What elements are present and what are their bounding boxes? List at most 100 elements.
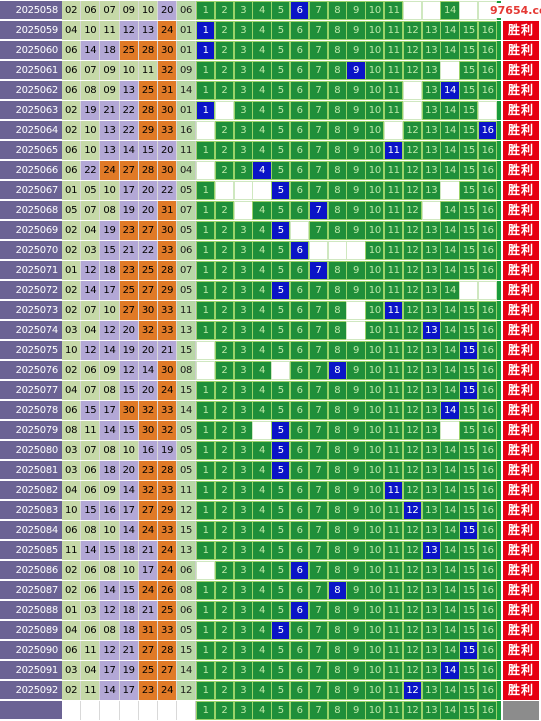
table-row[interactable]: 2025059 04 10 11 12 13 24 01 1 2 3 4 5 6 7 8 9 10 11 12 13 14… (0, 21, 541, 41)
drawn-number: 33 (158, 321, 178, 340)
table-row[interactable]: 2025087 02 06 14 15 24 26 08 1 2 3 4 5 6 7 8 9 10 11 12 13 14… (0, 581, 541, 601)
coverage-cell: 1 (196, 501, 216, 520)
coverage-cell: 15 (459, 21, 479, 40)
table-row[interactable]: 2025076 02 06 09 12 14 30 08 1 2 3 4 5 6 7 8 9 10 11 12 13 14… (0, 361, 541, 381)
special-number: 14 (177, 661, 196, 680)
table-row[interactable]: 2025084 06 08 10 14 24 33 15 1 2 3 4 5 6 7 8 9 10 11 12 13 14… (0, 521, 541, 541)
drawn-number: 22 (158, 181, 178, 200)
table-row[interactable]: 2025085 11 14 15 18 21 24 13 1 2 3 4 5 6 7 8 9 10 11 12 13 14… (0, 541, 541, 561)
table-row[interactable]: 2025079 08 11 14 15 30 32 05 1 2 3 4 5 6 7 8 9 10 11 12 13 14… (0, 421, 541, 441)
coverage-cell: 8 (327, 341, 347, 360)
coverage-cell: 12 (402, 81, 423, 100)
coverage-cell: 1 (196, 581, 216, 600)
table-row[interactable]: 2025073 02 07 10 27 30 33 11 1 2 3 4 5 6 7 8 9 10 11 12 13 14… (0, 301, 541, 321)
drawn-number: 06 (62, 61, 82, 80)
coverage-cell: 2 (214, 541, 235, 560)
coverage-cell: 6 (290, 161, 310, 180)
coverage-cell: 2 (214, 621, 235, 640)
coverage-cell: 1 (196, 701, 216, 720)
coverage-cell: 10 (365, 241, 385, 260)
drawn-number: 22 (119, 121, 139, 140)
table-row[interactable]: 2025090 06 11 12 21 27 28 15 1 2 3 4 5 6 7 8 9 10 11 12 13 14… (0, 641, 541, 661)
result-badge: 胜利 (501, 681, 541, 700)
table-row[interactable]: 2025092 02 11 14 17 23 24 12 1 2 3 4 5 6 7 8 9 10 11 12 13 14… (0, 681, 541, 701)
coverage-cell: 2 (214, 101, 235, 120)
drawn-number: 19 (119, 201, 139, 220)
table-row[interactable]: 2025086 02 06 08 10 17 24 06 1 2 3 4 5 6 7 8 9 10 11 12 13 14… (0, 561, 541, 581)
table-row[interactable]: 1 2 3 4 5 6 7 8 9 10 11 12 13 14 15 16 (0, 701, 541, 721)
table-row[interactable]: 2025071 01 12 18 23 25 28 07 1 2 3 4 5 6 7 8 9 10 11 12 13 14… (0, 261, 541, 281)
drawn-number: 33 (158, 521, 178, 540)
table-row[interactable]: 2025060 06 14 18 25 28 30 01 1 2 3 4 5 6 7 8 9 10 11 12 13 14… (0, 41, 541, 61)
drawn-number: 14 (100, 341, 120, 360)
coverage-cell: 12 (402, 381, 423, 400)
table-row[interactable]: 2025091 03 04 17 19 25 27 14 1 2 3 4 5 6 7 8 9 10 11 12 13 14… (0, 661, 541, 681)
drawn-number: 02 (62, 241, 82, 260)
coverage-cell: 4 (252, 301, 272, 320)
coverage-cell: 14 (440, 121, 460, 140)
coverage-cell: 15 (459, 561, 479, 580)
drawn-number: 02 (62, 301, 82, 320)
drawn-number: 30 (158, 161, 178, 180)
coverage-cell: 8 (327, 121, 347, 140)
coverage-cell: 11 (384, 661, 404, 680)
divider (497, 681, 501, 700)
table-row[interactable]: 2025065 06 10 13 14 15 20 11 1 2 3 4 5 6 7 8 9 10 11 12 13 14… (0, 141, 541, 161)
coverage-cell: 14 (440, 681, 460, 700)
table-row[interactable]: 2025081 03 06 18 20 23 28 05 1 2 3 4 5 6 7 8 9 10 11 12 13 14… (0, 461, 541, 481)
table-row[interactable]: 2025074 03 04 12 20 32 33 13 1 2 3 4 5 6 7 8 9 10 11 12 13 14… (0, 321, 541, 341)
table-row[interactable]: 2025070 02 03 15 21 22 33 06 1 2 3 4 5 6 7 8 9 10 11 12 13 14… (0, 241, 541, 261)
coverage-cell: 14 (440, 41, 460, 60)
table-row[interactable]: 2025078 06 15 17 30 32 33 14 1 2 3 4 5 6 7 8 9 10 11 12 13 14… (0, 401, 541, 421)
table-row[interactable]: 2025061 06 07 09 10 11 32 09 1 2 3 4 5 6 7 8 9 10 11 12 13 14… (0, 61, 541, 81)
period-cell: 2025090 (0, 641, 62, 660)
table-row[interactable]: 2025069 02 04 19 23 27 30 05 1 2 3 4 5 6 7 8 9 10 11 12 13 14… (0, 221, 541, 241)
drawn-number: 30 (158, 361, 178, 380)
coverage-cell: 13 (421, 681, 441, 700)
table-row[interactable]: 2025062 06 08 09 13 25 31 14 1 2 3 4 5 6 7 8 9 10 11 12 13 14… (0, 81, 541, 101)
coverage-cell: 3 (233, 561, 253, 580)
coverage-cell: 8 (327, 361, 347, 380)
coverage-cell: 9 (346, 461, 366, 480)
drawn-number: 02 (62, 281, 82, 300)
coverage-cell: 6 (290, 201, 310, 220)
special-number: 06 (177, 241, 196, 260)
coverage-cell: 3 (233, 421, 253, 440)
table-row[interactable]: 2025088 01 03 12 18 21 25 06 1 2 3 4 5 6 7 8 9 10 11 12 13 14… (0, 601, 541, 621)
table-row[interactable]: 2025068 05 07 08 19 20 31 07 1 2 3 4 5 6 7 8 9 10 11 12 13 14… (0, 201, 541, 221)
table-row[interactable]: 2025075 10 12 14 19 20 21 15 1 2 3 4 5 6 7 8 9 10 11 12 13 14… (0, 341, 541, 361)
period-cell: 2025084 (0, 521, 62, 540)
table-row[interactable]: 2025067 01 05 10 17 20 22 05 1 2 3 4 5 6 7 8 9 10 11 12 13 14… (0, 181, 541, 201)
drawn-number: 24 (138, 521, 158, 540)
table-row[interactable]: 2025089 04 06 08 18 31 33 05 1 2 3 4 5 6 7 8 9 10 11 12 13 14… (0, 621, 541, 641)
coverage-cell: 6 (290, 641, 310, 660)
result-badge: 胜利 (501, 521, 541, 540)
table-row[interactable]: 2025082 04 06 09 14 32 33 11 1 2 3 4 5 6 7 8 9 10 11 12 13 14… (0, 481, 541, 501)
coverage-cell: 16 (478, 341, 498, 360)
coverage-cell: 9 (346, 41, 366, 60)
coverage-cell: 15 (459, 481, 479, 500)
drawn-number: 32 (138, 401, 158, 420)
coverage-cell: 10 (365, 641, 385, 660)
coverage-cell: 11 (384, 201, 404, 220)
coverage-cell: 8 (327, 261, 347, 280)
drawn-number: 21 (119, 241, 139, 260)
table-row[interactable]: 2025064 02 10 13 22 29 33 16 1 2 3 4 5 6 7 8 9 10 11 12 13 14… (0, 121, 541, 141)
coverage-cell: 7 (308, 421, 329, 440)
table-row[interactable]: 2025083 10 15 16 17 27 29 12 1 2 3 4 5 6 7 8 9 10 11 12 13 14… (0, 501, 541, 521)
table-row[interactable]: 2025066 06 22 24 27 28 30 04 1 2 3 4 5 6 7 8 9 10 11 12 13 14… (0, 161, 541, 181)
coverage-cell: 5 (271, 141, 291, 160)
period-cell: 2025060 (0, 41, 62, 60)
coverage-cell: 15 (459, 81, 479, 100)
table-row[interactable]: 2025058 02 06 07 09 10 20 06 1 2 3 4 5 6 7 8 9 10 11 12 13 14… (0, 1, 541, 21)
coverage-cell: 12 (402, 541, 423, 560)
table-row[interactable]: 2025080 03 07 08 10 16 19 05 1 2 3 4 5 6 7 8 9 10 11 12 13 14… (0, 441, 541, 461)
drawn-number: 22 (138, 241, 158, 260)
period-cell: 2025089 (0, 621, 62, 640)
table-row[interactable]: 2025077 04 07 08 15 20 24 15 1 2 3 4 5 6 7 8 9 10 11 12 13 14… (0, 381, 541, 401)
table-row[interactable]: 2025063 02 19 21 22 28 30 01 1 2 3 4 5 6 7 8 9 10 11 12 13 14… (0, 101, 541, 121)
table-row[interactable]: 2025072 02 14 17 25 27 29 05 1 2 3 4 5 6 7 8 9 10 11 12 13 14… (0, 281, 541, 301)
coverage-cell: 4 (252, 561, 272, 580)
drawn-number: 08 (100, 201, 120, 220)
